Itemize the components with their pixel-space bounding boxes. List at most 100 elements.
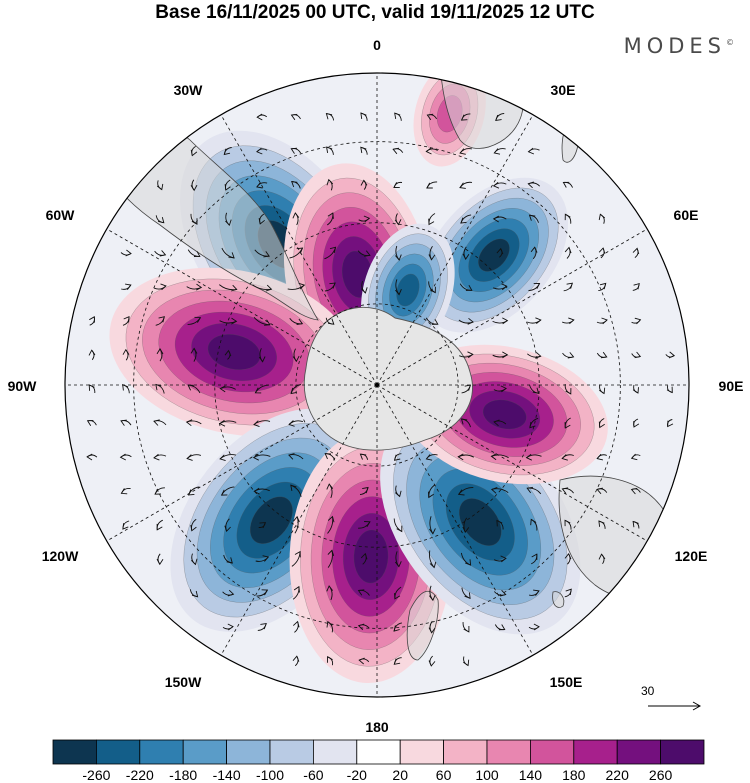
wind-arrow <box>562 181 574 188</box>
colorbar-swatch <box>616 739 662 765</box>
wind-arrow <box>457 487 474 496</box>
lon-label-60e: 60E <box>673 207 699 223</box>
lon-label-90e: 90E <box>718 378 744 394</box>
wind-arrow <box>599 384 606 395</box>
wind-arrow <box>490 453 509 461</box>
wind-arrow <box>393 657 402 665</box>
wind-arrow <box>525 453 542 461</box>
wind-arrow <box>360 112 368 121</box>
colorbar-tick-label: 140 <box>519 767 543 783</box>
lon-label-150w: 150W <box>164 674 202 690</box>
wind-arrow <box>220 486 235 496</box>
wind-arrow <box>564 246 572 259</box>
lon-label-180: 180 <box>365 719 389 735</box>
wind-arrow <box>460 552 472 566</box>
wind-arrow <box>187 316 202 325</box>
wind-arrow <box>392 147 404 155</box>
wind-arrow <box>253 317 271 326</box>
wind-arrow <box>190 179 198 192</box>
wind-arrow <box>324 282 336 292</box>
colorbar-tick-label: -180 <box>169 767 197 783</box>
wind-arrow <box>325 317 335 325</box>
wind-arrow <box>327 549 335 568</box>
wind-arrow <box>596 317 608 325</box>
wind-arrow <box>360 280 368 294</box>
meridian-line <box>376 384 534 656</box>
wind-arrow <box>86 419 97 426</box>
wind-arrow <box>598 418 605 429</box>
wind-arrow <box>428 550 437 569</box>
meridian-line <box>106 228 378 386</box>
meridian-line <box>376 228 648 386</box>
wind-arrow <box>190 213 198 225</box>
wind-arrow <box>88 349 96 361</box>
wind-arrow <box>665 351 676 359</box>
colorbar-tick-label: -100 <box>256 767 284 783</box>
wind-arrow <box>120 419 132 426</box>
wind-arrow <box>462 517 470 533</box>
wind-arrow <box>562 317 575 325</box>
wind-arrow <box>254 249 271 258</box>
wind-arrow <box>292 212 300 226</box>
lon-label-150e: 150E <box>549 674 583 690</box>
wind-arrow <box>156 348 164 362</box>
wind-arrow <box>358 215 371 223</box>
latitude-circle <box>133 141 621 629</box>
wind-arrow <box>564 519 572 530</box>
wind-arrow <box>359 453 369 460</box>
colorbar-tick-label: 20 <box>392 767 408 783</box>
colorbar-swatch <box>139 739 184 765</box>
wind-arrow <box>357 250 371 257</box>
wind-arrow <box>428 585 436 602</box>
wind-arrow <box>225 212 232 227</box>
wind-arrow <box>258 213 265 225</box>
wind-arrow <box>219 317 238 325</box>
wind-arrow <box>190 146 198 157</box>
wind-arrow <box>428 213 436 226</box>
wind-arrow <box>460 113 471 121</box>
wind-arrow <box>154 487 165 495</box>
wind-arrow <box>527 147 540 155</box>
wind-arrow <box>326 178 334 191</box>
wind-arrow <box>666 385 673 394</box>
wind-arrow <box>394 586 402 600</box>
wind-arrow <box>258 522 267 529</box>
wind-arrow <box>460 418 471 428</box>
meridian-line <box>220 114 378 386</box>
wind-arrow <box>289 318 304 325</box>
colorbar-swatch <box>443 739 488 765</box>
wind-arrow <box>290 113 301 121</box>
colorbar-tick-label: 220 <box>606 767 630 783</box>
wind-arrow <box>458 317 474 325</box>
lon-label-120w: 120W <box>41 548 79 564</box>
wind-arrow <box>530 518 538 531</box>
wind-arrow <box>632 282 640 291</box>
wind-arrow <box>631 351 642 359</box>
colorbar-tick-label: -260 <box>82 767 110 783</box>
wind-arrow <box>462 246 470 260</box>
wind-arrow <box>562 352 575 359</box>
wind-arrow <box>632 384 639 394</box>
wind-arrow <box>186 283 203 291</box>
wind-arrow <box>528 623 540 631</box>
wind-arrow <box>527 317 542 325</box>
wind-arrow <box>395 245 402 261</box>
reference-vector-arrow <box>648 701 702 711</box>
wind-arrow <box>327 656 334 666</box>
wind-arrow <box>256 182 268 189</box>
wind-arrow <box>190 347 198 362</box>
wind-arrow <box>219 284 238 292</box>
wind-arrow <box>325 113 335 121</box>
wind-arrow <box>222 589 235 597</box>
wind-vector-field <box>86 112 676 667</box>
wind-arrow <box>153 283 167 291</box>
wind-arrow <box>189 589 199 598</box>
wind-arrow <box>632 247 640 258</box>
colorbar-swatch <box>269 739 314 765</box>
lon-label-90w: 90W <box>7 378 37 394</box>
wind-arrow <box>631 317 642 325</box>
wind-arrow <box>564 213 572 224</box>
wind-arrow <box>292 620 300 633</box>
colorbar-swatch <box>660 739 705 765</box>
